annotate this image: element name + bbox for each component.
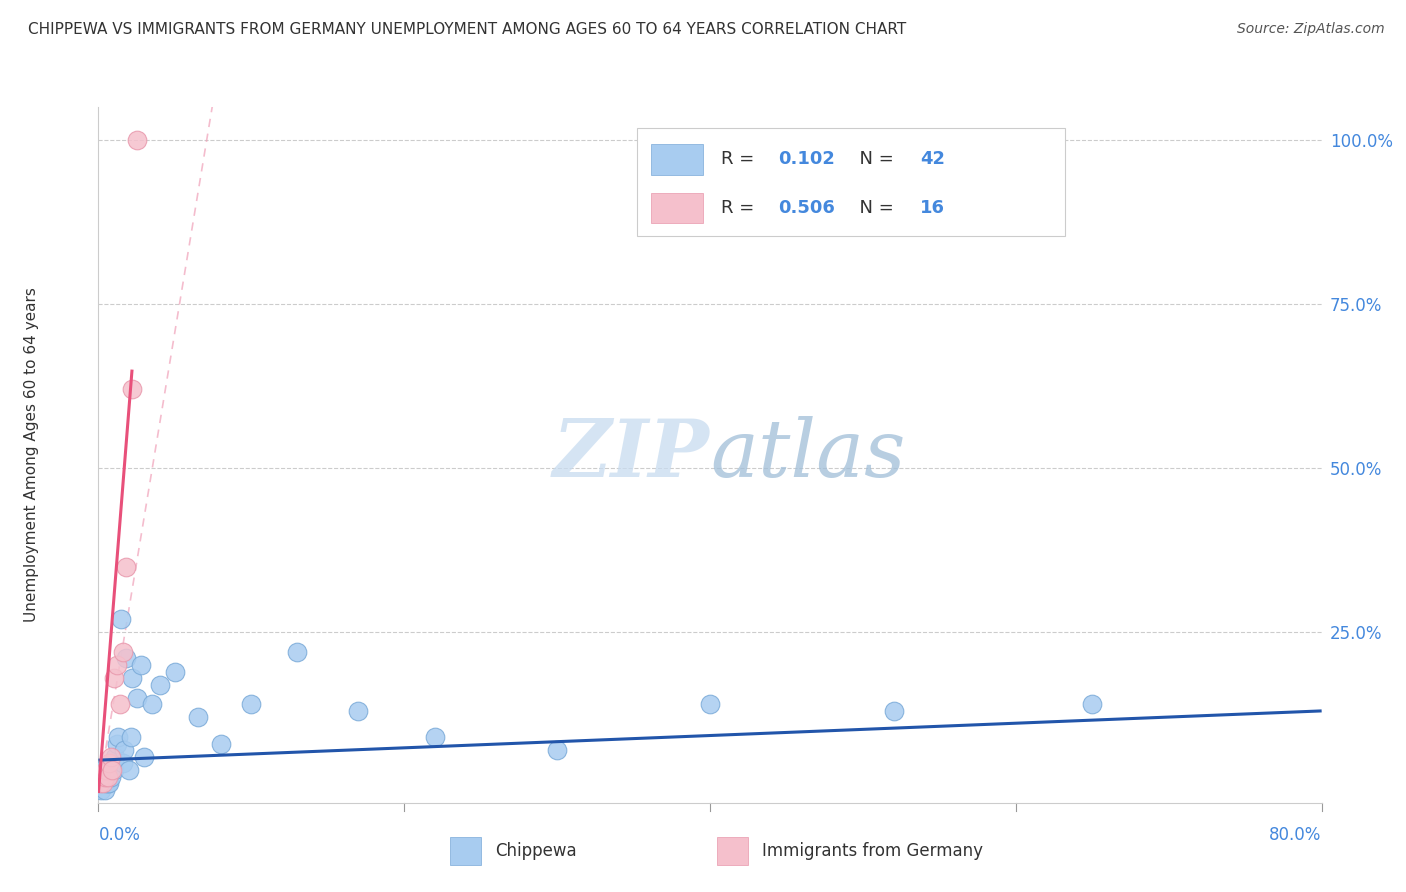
Point bbox=[699, 698, 721, 712]
Point bbox=[423, 730, 446, 744]
Point bbox=[125, 690, 148, 705]
Point bbox=[118, 763, 141, 777]
Point bbox=[110, 612, 132, 626]
Point bbox=[94, 776, 117, 790]
Point bbox=[149, 678, 172, 692]
Text: R =: R = bbox=[721, 150, 761, 169]
Text: 0.0%: 0.0% bbox=[98, 826, 141, 844]
Point bbox=[125, 133, 148, 147]
Point bbox=[91, 776, 114, 790]
Point bbox=[98, 763, 121, 777]
Text: Immigrants from Germany: Immigrants from Germany bbox=[762, 842, 983, 860]
Text: Unemployment Among Ages 60 to 64 years: Unemployment Among Ages 60 to 64 years bbox=[24, 287, 38, 623]
Text: Source: ZipAtlas.com: Source: ZipAtlas.com bbox=[1237, 22, 1385, 37]
Point bbox=[98, 756, 121, 771]
Point bbox=[91, 776, 114, 790]
Point bbox=[115, 651, 138, 665]
Point bbox=[111, 756, 134, 771]
Text: 0.506: 0.506 bbox=[779, 199, 835, 217]
Point bbox=[163, 665, 186, 679]
Text: ZIP: ZIP bbox=[553, 417, 710, 493]
Point bbox=[91, 763, 114, 777]
Point bbox=[98, 776, 121, 790]
Text: 42: 42 bbox=[921, 150, 945, 169]
Point bbox=[90, 770, 112, 784]
Point bbox=[115, 559, 138, 574]
Point bbox=[187, 710, 209, 724]
Point bbox=[105, 657, 128, 672]
Point bbox=[105, 737, 128, 751]
Point bbox=[883, 704, 905, 718]
FancyBboxPatch shape bbox=[651, 193, 703, 223]
Text: atlas: atlas bbox=[710, 417, 905, 493]
FancyBboxPatch shape bbox=[651, 144, 703, 175]
FancyBboxPatch shape bbox=[637, 128, 1064, 235]
Point bbox=[141, 698, 163, 712]
Point bbox=[546, 743, 568, 757]
Point bbox=[101, 756, 124, 771]
Point bbox=[103, 763, 125, 777]
Point bbox=[104, 749, 127, 764]
Point bbox=[209, 737, 232, 751]
Point bbox=[101, 763, 124, 777]
Point bbox=[240, 698, 263, 712]
Point bbox=[103, 671, 125, 685]
Point bbox=[100, 749, 122, 764]
Point bbox=[129, 657, 152, 672]
Point bbox=[90, 770, 112, 784]
Text: 80.0%: 80.0% bbox=[1270, 826, 1322, 844]
Point bbox=[97, 770, 120, 784]
Point bbox=[285, 645, 308, 659]
Point bbox=[94, 763, 117, 777]
Text: N =: N = bbox=[848, 150, 900, 169]
Text: N =: N = bbox=[848, 199, 900, 217]
Point bbox=[121, 671, 143, 685]
Point bbox=[111, 645, 134, 659]
Point bbox=[112, 743, 135, 757]
Text: R =: R = bbox=[721, 199, 761, 217]
Point bbox=[120, 730, 142, 744]
Point bbox=[93, 770, 115, 784]
Point bbox=[89, 776, 111, 790]
Point bbox=[100, 770, 122, 784]
Point bbox=[347, 704, 370, 718]
Point bbox=[97, 776, 120, 790]
Point bbox=[134, 749, 156, 764]
Point bbox=[94, 763, 117, 777]
Text: 0.102: 0.102 bbox=[779, 150, 835, 169]
Point bbox=[121, 382, 143, 396]
Point bbox=[93, 782, 115, 797]
Point bbox=[1081, 698, 1104, 712]
Text: CHIPPEWA VS IMMIGRANTS FROM GERMANY UNEMPLOYMENT AMONG AGES 60 TO 64 YEARS CORRE: CHIPPEWA VS IMMIGRANTS FROM GERMANY UNEM… bbox=[28, 22, 907, 37]
Point bbox=[97, 770, 120, 784]
Point bbox=[89, 776, 111, 790]
Point bbox=[93, 770, 115, 784]
Text: 16: 16 bbox=[921, 199, 945, 217]
Point bbox=[90, 782, 112, 797]
Point bbox=[108, 698, 131, 712]
Point bbox=[107, 730, 129, 744]
Text: Chippewa: Chippewa bbox=[495, 842, 576, 860]
